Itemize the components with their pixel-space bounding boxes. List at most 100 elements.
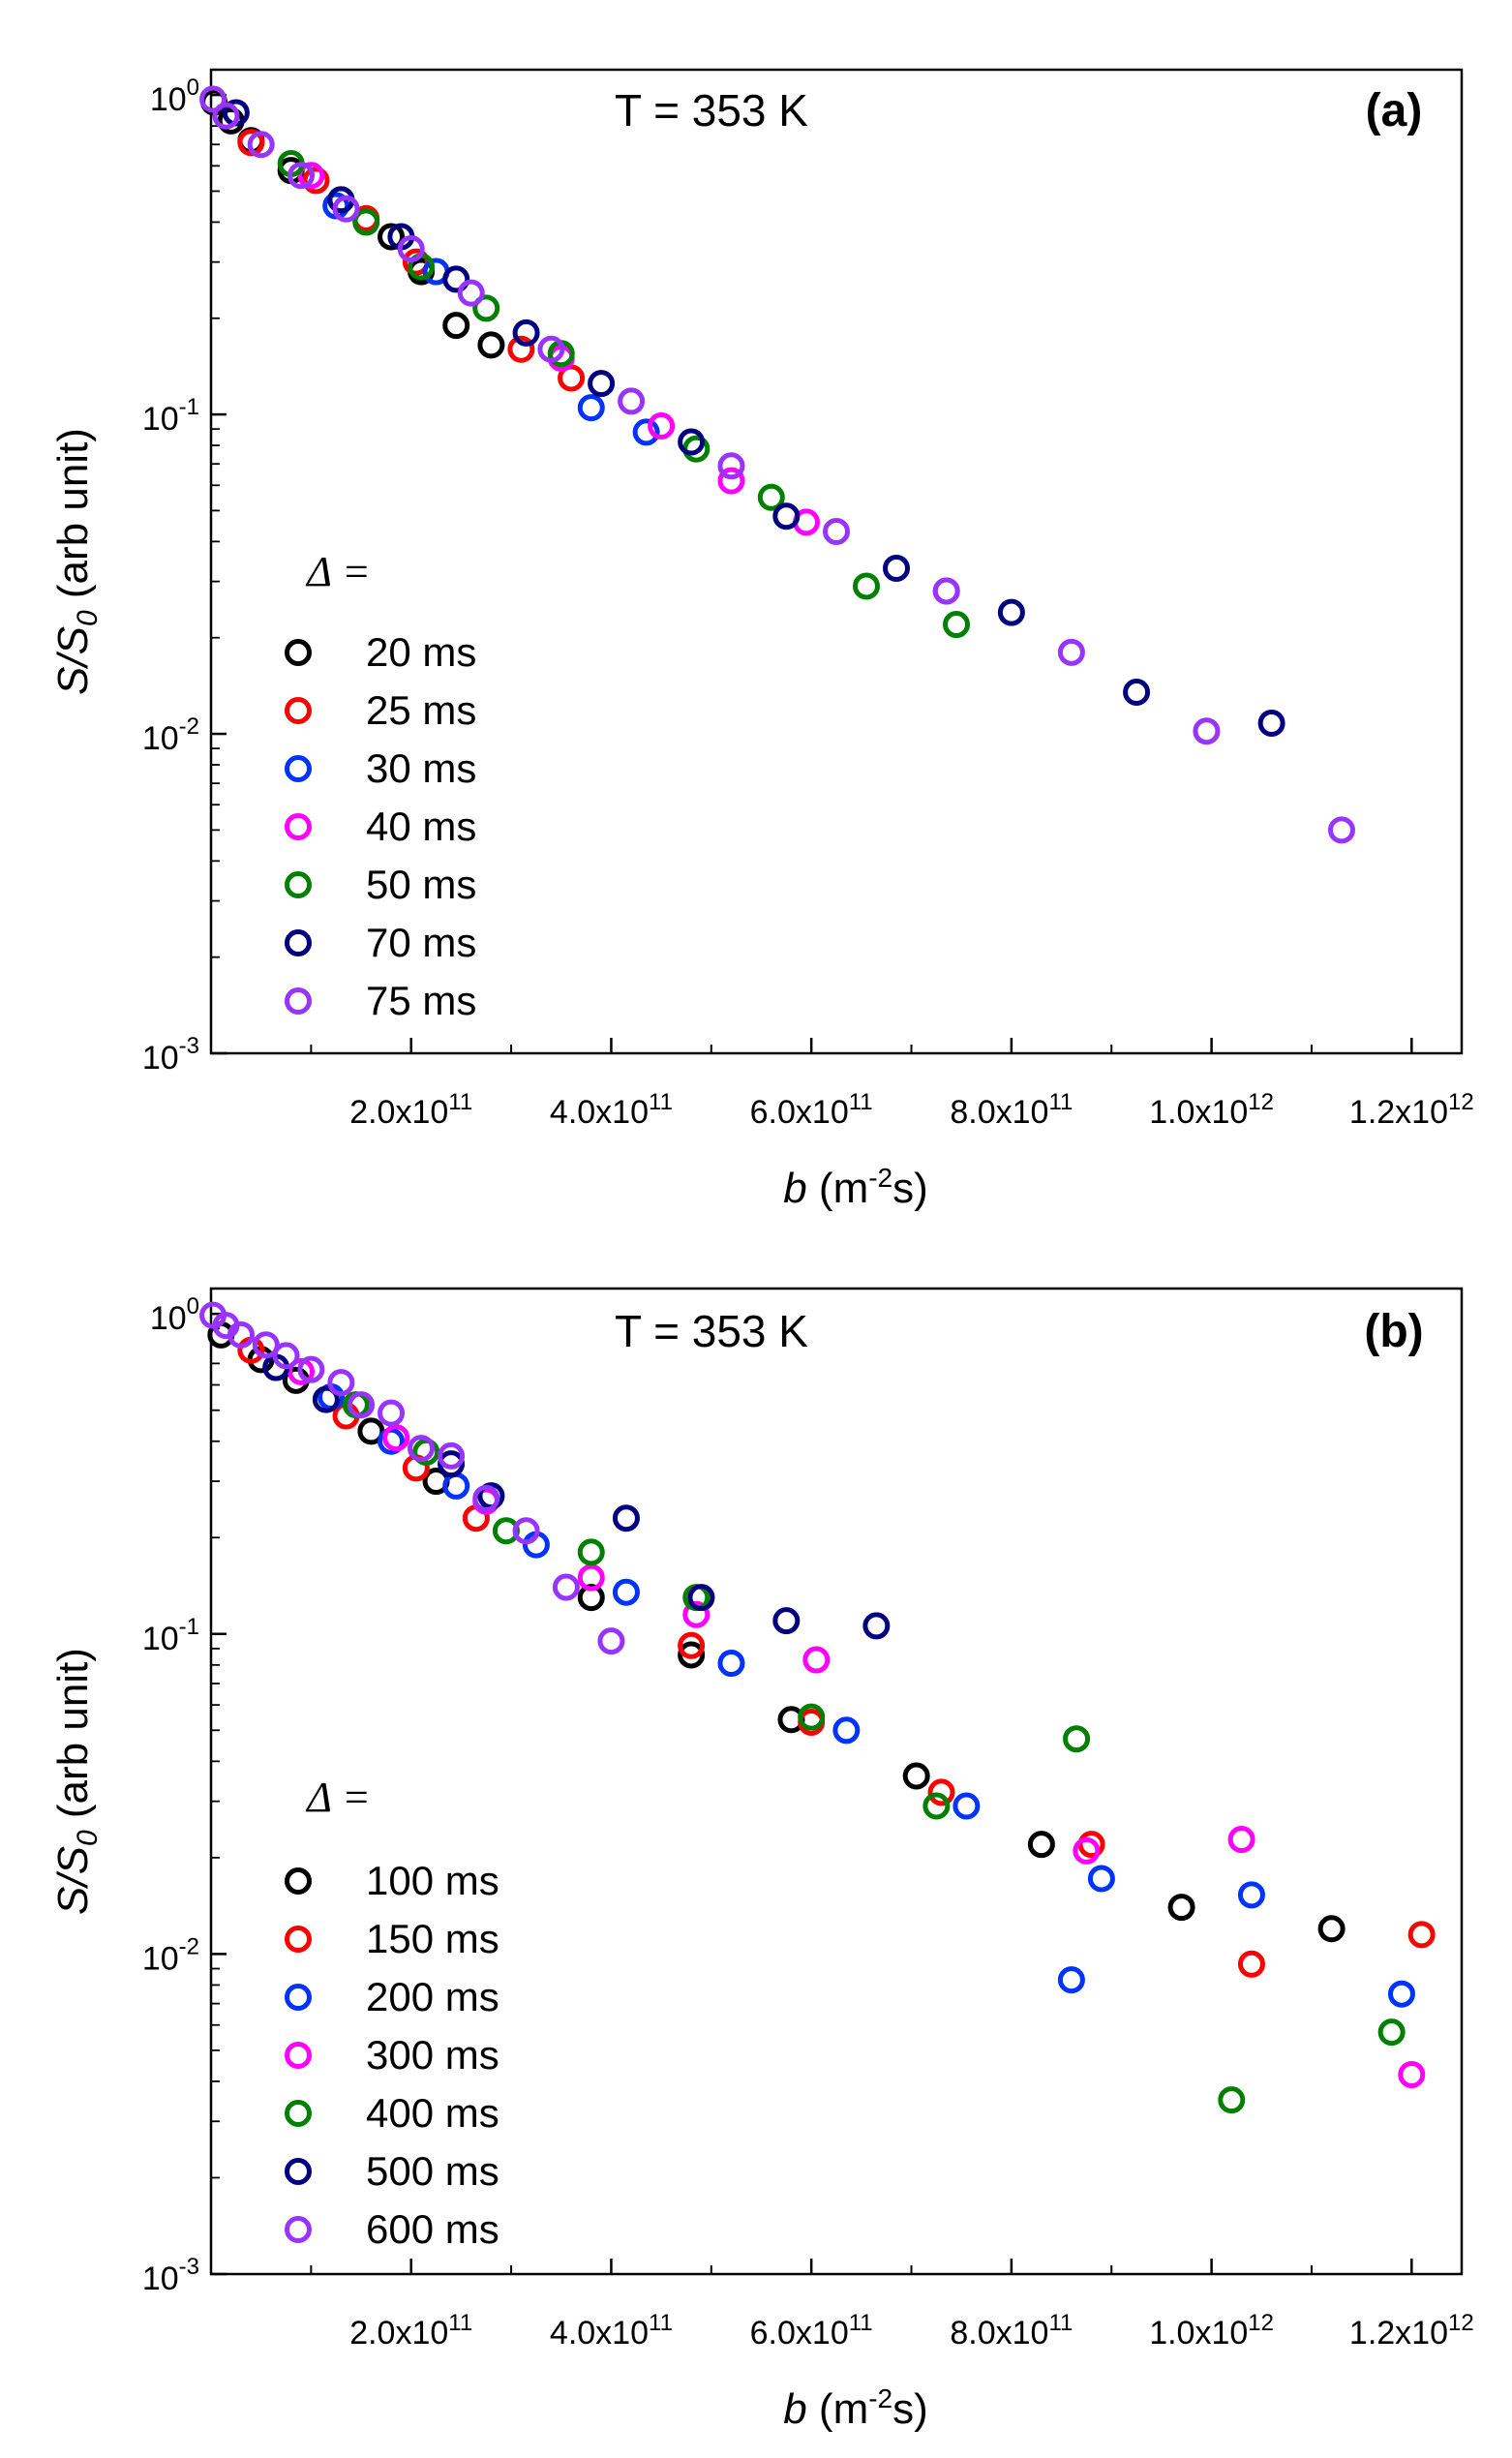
y-tick-label-mantissa: 10 [142, 2261, 179, 2297]
temperature-annotation: T = 353 K [615, 85, 808, 136]
data-point [717, 452, 745, 480]
data-point [312, 1385, 340, 1413]
chart-panel-b: 2.0x1011 4.0x1011 6.0x1011 8.0x1011 1.0x1012… [49, 1287, 1474, 2433]
y-tick-label-exponent: -3 [179, 2254, 199, 2280]
data-point [397, 234, 425, 262]
x-tick-label-mantissa: 1.2x10 [1349, 1094, 1448, 1131]
data-point [682, 1600, 711, 1628]
data-point [823, 518, 850, 546]
data-point [252, 1331, 280, 1359]
data-point [1218, 2086, 1246, 2114]
x-tick-label: 1.0x1012 [1149, 1089, 1274, 1131]
data-point [1057, 1966, 1085, 1994]
data-point [472, 1484, 500, 1512]
x-tick-label-mantissa: 6.0x10 [750, 2315, 849, 2352]
data-point [943, 611, 971, 639]
data-point [1063, 1725, 1091, 1753]
legend-label: 300 ms [366, 2032, 499, 2078]
data-point [297, 1355, 325, 1383]
data-point [442, 312, 470, 340]
x-tick-label-exponent: 12 [1448, 1089, 1474, 1115]
data-point [612, 1504, 640, 1532]
data-point [1407, 1921, 1436, 1949]
y-tick-label-exponent: -1 [179, 394, 199, 420]
legend-marker [285, 2216, 312, 2243]
y-axis-title: S/S0 (arb unit) [49, 1648, 104, 1915]
data-point [953, 1792, 981, 1820]
data-point [1123, 679, 1151, 707]
data-point [927, 1778, 955, 1806]
data-point [717, 1650, 745, 1678]
data-point [477, 331, 505, 359]
x-tick-label-mantissa: 8.0x10 [950, 1094, 1048, 1131]
x-tick-label-mantissa: 2.0x10 [349, 1094, 448, 1131]
data-point [648, 412, 676, 440]
x-tick-label: 6.0x1011 [750, 2310, 873, 2352]
x-tick-label-mantissa: 4.0x10 [550, 1094, 649, 1131]
legend-label: 500 ms [366, 2148, 499, 2194]
data-point [883, 554, 911, 582]
data-point [577, 394, 605, 422]
y-tick-label: 100 [150, 75, 199, 118]
y-axis-title-subscript: 0 [72, 1830, 104, 1846]
data-point [997, 598, 1025, 626]
data-point [1073, 1836, 1101, 1865]
panel-label: (b) [1364, 1306, 1423, 1357]
series-600-ms [199, 1301, 625, 1655]
legend-marker [285, 929, 312, 956]
x-tick-label: 1.0x1012 [1149, 2310, 1274, 2352]
y-tick-label-mantissa: 10 [142, 1040, 179, 1077]
legend-label: 70 ms [366, 920, 476, 965]
y-tick-label: 10-3 [142, 1033, 199, 1077]
y-tick-label-exponent: -2 [179, 1933, 199, 1959]
x-tick-label-exponent: 11 [649, 2310, 673, 2336]
data-point [632, 418, 660, 446]
legend: Δ = 20 ms 25 ms 30 ms 40 ms 50 ms 70 ms 75 ms [285, 548, 476, 1023]
series-70-ms [222, 99, 1285, 738]
y-tick-label-exponent: -3 [179, 1033, 199, 1059]
legend-label: 20 ms [366, 629, 476, 675]
x-tick-label-mantissa: 1.2x10 [1349, 2315, 1448, 2352]
legend-label: 600 ms [366, 2206, 499, 2252]
legend-label: 25 ms [366, 687, 476, 733]
x-tick-label: 6.0x1011 [750, 1089, 873, 1131]
x-axis-title-symbol: b [783, 2385, 806, 2433]
data-point [678, 1641, 706, 1669]
data-point [772, 1607, 801, 1635]
series-75-ms [199, 85, 1355, 844]
x-tick-label: 2.0x1011 [349, 2310, 472, 2352]
y-tick-label-exponent: -1 [179, 1614, 199, 1640]
legend-marker [285, 1984, 312, 2011]
data-point [272, 1342, 300, 1370]
data-point [382, 1424, 410, 1452]
x-axis-title: b (m-2s) [783, 2383, 928, 2433]
y-tick-label: 10-1 [142, 1614, 199, 1657]
y-tick-label-mantissa: 10 [150, 81, 187, 118]
data-point [1237, 1881, 1265, 1909]
x-tick-label: 4.0x1011 [550, 2310, 673, 2352]
x-tick-label-mantissa: 1.0x10 [1149, 1094, 1248, 1131]
legend-label: 75 ms [366, 978, 476, 1023]
y-tick-label: 100 [150, 1293, 199, 1337]
legend-label: 30 ms [366, 745, 476, 791]
x-tick-label: 4.0x1011 [550, 1089, 673, 1131]
data-point [457, 279, 485, 307]
y-tick-label: 10-2 [142, 713, 199, 757]
plot-frame [209, 1287, 1464, 2276]
y-axis-title-symbol: S/S [49, 1846, 97, 1915]
chart-panel-a: 2.0x1011 4.0x1011 6.0x1011 8.0x1011 1.0x1012… [49, 68, 1474, 1212]
x-tick-label-mantissa: 2.0x10 [349, 2315, 448, 2352]
y-tick-label: 10-2 [142, 1933, 199, 1977]
x-axis-title-unit-end: s) [892, 2385, 928, 2433]
y-tick-label: 10-3 [142, 2254, 199, 2297]
legend-marker [285, 813, 312, 840]
data-point [853, 572, 881, 600]
y-axis-title-unit: (arb unit) [49, 428, 97, 610]
data-point [1327, 816, 1355, 844]
data-point [507, 335, 535, 363]
legend-label: 40 ms [366, 804, 476, 849]
y-tick-label-exponent: -2 [179, 713, 199, 740]
legend-label: 100 ms [366, 1858, 499, 1903]
data-point [378, 1399, 406, 1427]
